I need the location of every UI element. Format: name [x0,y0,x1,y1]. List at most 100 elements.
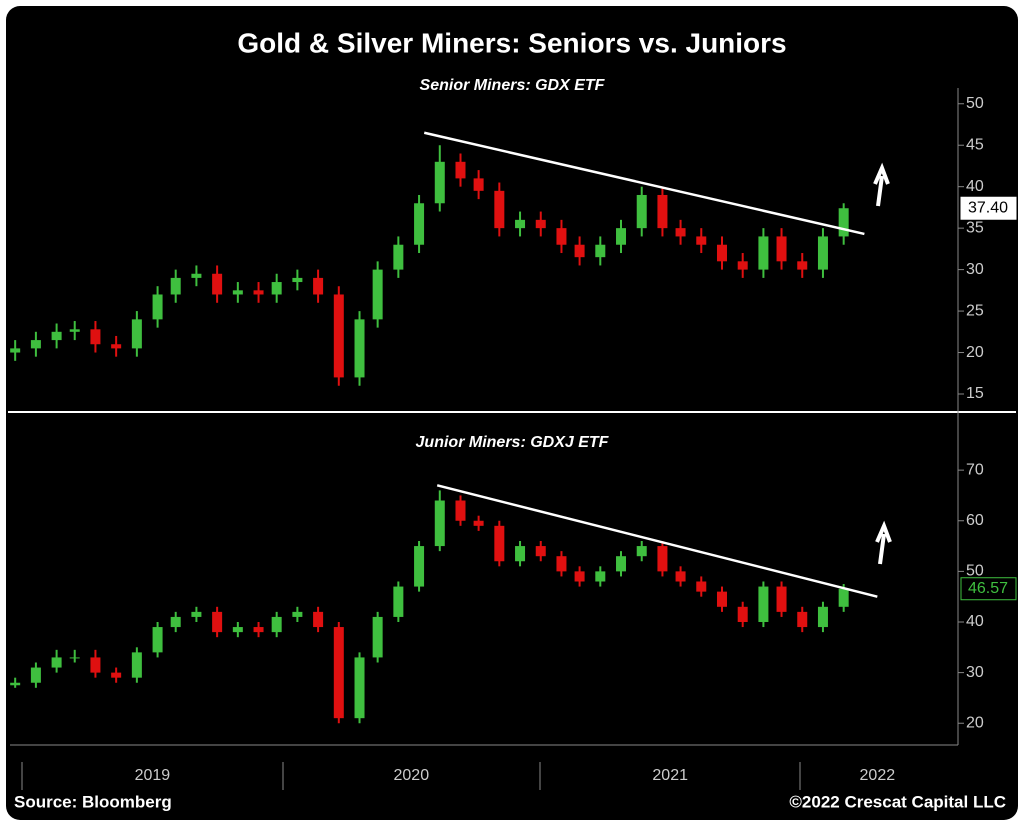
candle-body [574,571,585,582]
candle-body [131,652,142,678]
candle-body [313,611,324,628]
candle-body [494,190,505,229]
x-tick-label: 2020 [394,767,430,784]
candle-body [494,525,505,562]
credit: ©2022 Crescat Capital LLC [789,792,1006,811]
candle-body [212,611,223,633]
candle-body [69,329,80,332]
candle-body [776,236,787,262]
candle-body [595,571,606,582]
y-tick-label: 60 [966,512,984,529]
candle-body [271,616,282,633]
candle-body [292,611,303,617]
candle-body [10,348,21,353]
candle-body [111,344,122,349]
x-tick-label: 2019 [135,767,171,784]
subtitle: Senior Miners: GDX ETF [420,77,606,94]
candle-body [170,616,181,628]
candle-body [817,236,828,270]
candle-body [414,203,425,245]
y-tick-label: 35 [966,219,984,236]
y-tick-label: 40 [966,613,984,630]
candle-body [232,627,243,633]
arrow [873,162,890,207]
last-value-label: 46.57 [968,580,1008,597]
y-tick-label: 70 [966,461,984,478]
candle-body [455,500,466,521]
candle-body [354,657,365,719]
candle-body [393,244,404,270]
candle-body [372,269,383,320]
candle-body [515,546,526,562]
candle-body [434,500,445,547]
candle-body [393,586,404,617]
candle-body [556,228,567,245]
candle-body [473,520,484,526]
candle-body [716,591,727,607]
arrow [875,520,892,565]
candle-body [354,319,365,378]
last-value-box [960,196,1017,220]
candle-body [657,546,668,572]
candle-body [616,556,627,572]
candle-body [696,581,707,592]
candle-body [372,616,383,658]
last-value-label: 37.40 [968,199,1008,216]
candle-body [838,208,849,237]
candle-body [333,294,344,378]
candle-body [797,611,808,628]
candle-body [51,331,62,341]
candle-body [716,244,727,262]
x-tick-label: 2021 [652,767,688,784]
candle-body [758,236,769,270]
candle-body [292,277,303,283]
candle-body [657,194,668,229]
candle-body [212,273,223,295]
candle-body [535,219,546,229]
candle-body [170,277,181,295]
candle-body [191,273,202,278]
candle-body [455,161,466,179]
candle-body [776,586,787,612]
candle-body [675,571,686,582]
y-tick-label: 20 [966,344,984,361]
candle-body [152,294,163,320]
candle-body [636,546,647,557]
candle-body [69,657,80,659]
candle-body [90,657,101,673]
candle-body [131,319,142,349]
candle-body [10,682,21,686]
candle-body [152,627,163,653]
y-tick-label: 15 [966,385,984,402]
source: Source: Bloomberg [14,792,172,811]
y-tick-label: 40 [966,178,984,195]
candle-body [333,627,344,719]
candle-body [30,340,41,349]
candle-body [696,236,707,245]
candle-body [90,329,101,345]
x-tick-label: 2022 [860,767,896,784]
candle-body [616,228,627,245]
candle-body [737,261,748,270]
y-tick-label: 20 [966,714,984,731]
candle-body [434,161,445,204]
y-tick-label: 45 [966,136,984,153]
candle-body [636,194,647,229]
candle-body [817,606,828,628]
candle-body [30,667,41,683]
candle-body [595,244,606,258]
candle-body [574,244,585,258]
candle-body [253,290,264,295]
y-tick-label: 50 [966,563,984,580]
y-tick-label: 30 [966,261,984,278]
candle-body [535,546,546,557]
candle-body [675,228,686,237]
y-tick-label: 30 [966,664,984,681]
chart-title: Gold & Silver Miners: Seniors vs. Junior… [237,27,786,58]
candle-body [737,606,748,622]
candle-body [414,546,425,587]
subtitle: Junior Miners: GDXJ ETF [416,434,610,451]
candle-body [271,282,282,295]
